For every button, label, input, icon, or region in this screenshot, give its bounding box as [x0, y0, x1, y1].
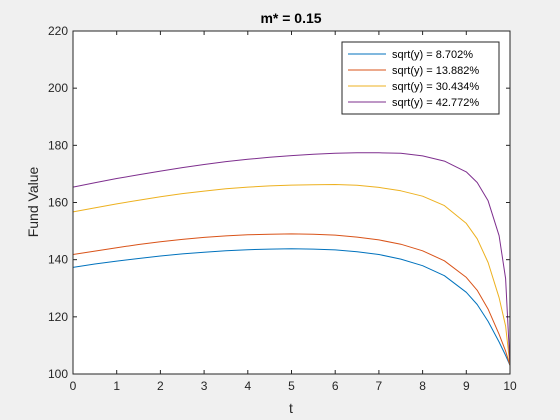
- legend-label-1: sqrt(y) = 8.702%: [392, 49, 473, 61]
- y-tick-label: 140: [48, 253, 68, 267]
- x-tick-label: 3: [201, 379, 208, 393]
- y-tick-label: 220: [48, 24, 68, 38]
- y-tick-label: 180: [48, 138, 68, 152]
- x-tick-label: 6: [332, 379, 339, 393]
- y-tick-label: 160: [48, 196, 68, 210]
- x-tick-label: 5: [288, 379, 295, 393]
- series-group: [72, 152, 511, 366]
- series-line-4: [72, 152, 511, 366]
- legend-label-3: sqrt(y) = 30.434%: [392, 81, 479, 93]
- series-line-2: [72, 233, 511, 366]
- x-tick-label: 4: [244, 379, 251, 393]
- x-tick-label: 9: [463, 379, 470, 393]
- series-line-3: [72, 184, 511, 366]
- series-line-1: [72, 248, 511, 366]
- x-tick-label: 0: [70, 379, 77, 393]
- x-axis-label: t: [289, 400, 293, 416]
- legend-label-4: sqrt(y) = 42.772%: [392, 97, 479, 109]
- y-axis-label: Fund Value: [25, 167, 41, 238]
- y-tick-label: 100: [48, 367, 68, 381]
- x-tick-label: 2: [157, 379, 164, 393]
- x-tick-label: 8: [419, 379, 426, 393]
- x-tick-label: 1: [113, 379, 120, 393]
- ticks-group: 0 1 2 3 4 5 6 7 8 9 10 100 120 140 160 180 200 220: [48, 24, 517, 393]
- x-tick-label: 10: [503, 379, 517, 393]
- y-tick-label: 120: [48, 310, 68, 324]
- x-tick-label: 7: [376, 379, 383, 393]
- y-tick-label: 200: [48, 81, 68, 95]
- legend-label-2: sqrt(y) = 13.882%: [392, 65, 479, 77]
- legend: sqrt(y) = 8.702% sqrt(y) = 13.882% sqrt(y)…: [341, 41, 500, 115]
- chart-title: m* = 0.15: [260, 10, 321, 26]
